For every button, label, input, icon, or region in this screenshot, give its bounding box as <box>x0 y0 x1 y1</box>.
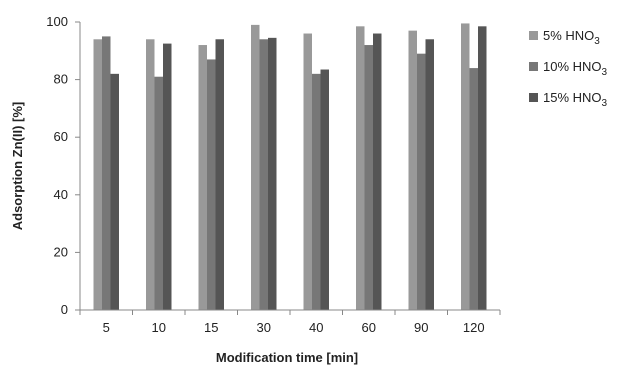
bar-5-series-2 <box>102 36 111 311</box>
legend-label-subscript: 3 <box>594 36 600 47</box>
x-axis: 5 10 15 30 40 60 90 120 <box>79 309 501 335</box>
legend-label: 10% HNO3 <box>543 59 608 78</box>
bar-5-series-1 <box>93 39 102 310</box>
bar-15-series-3 <box>215 39 224 310</box>
bar-90-series-3 <box>425 39 434 310</box>
bar-60-series-2 <box>364 45 373 310</box>
x-tick-label: 60 <box>362 320 376 335</box>
x-tick-label: 30 <box>257 320 271 335</box>
x-tick-label: 5 <box>103 320 110 335</box>
legend-swatch <box>529 93 538 102</box>
bar-15-series-2 <box>207 59 216 310</box>
legend-label: 5% HNO3 <box>543 28 600 47</box>
bar-60-series-1 <box>356 26 365 310</box>
x-tick-label: 40 <box>309 320 323 335</box>
x-tick-label: 120 <box>463 320 485 335</box>
bar-15-series-1 <box>198 45 207 310</box>
x-axis-title: Modification time [min] <box>216 350 358 365</box>
bar-120-series-2 <box>469 68 478 310</box>
bar-120-series-3 <box>478 26 487 310</box>
bar-10-series-3 <box>163 43 172 310</box>
legend-label-subscript: 3 <box>602 67 608 78</box>
bar-30-series-2 <box>259 39 268 310</box>
y-tick-label: 20 <box>54 244 68 259</box>
bar-90-series-2 <box>417 53 426 311</box>
bar-40-series-3 <box>320 69 329 311</box>
legend-label-subscript: 3 <box>602 98 608 109</box>
y-tick-label: 80 <box>54 72 68 87</box>
legend-swatch <box>529 62 538 71</box>
y-tick-label: 60 <box>54 129 68 144</box>
legend-label-text: 5% HNO <box>543 28 594 43</box>
bar-40-series-1 <box>303 33 312 311</box>
bars <box>93 23 487 311</box>
x-tick-label: 10 <box>152 320 166 335</box>
x-tick-label: 15 <box>204 320 218 335</box>
bar-120-series-1 <box>461 23 470 310</box>
y-tick-label: 40 <box>54 187 68 202</box>
bar-10-series-2 <box>154 76 163 310</box>
bar-10-series-1 <box>146 39 155 310</box>
x-tick-label: 90 <box>414 320 428 335</box>
bar-40-series-2 <box>312 73 321 310</box>
legend-label-text: 15% HNO <box>543 90 602 105</box>
bar-60-series-3 <box>373 33 382 311</box>
legend-swatch <box>529 31 538 40</box>
bar-90-series-1 <box>408 30 417 310</box>
y-axis: 0 20 40 60 80 100 <box>46 14 81 317</box>
y-tick-label: 0 <box>61 302 68 317</box>
legend-label-text: 10% HNO <box>543 59 602 74</box>
bar-30-series-3 <box>268 37 277 311</box>
bar-5-series-3 <box>110 73 119 310</box>
y-axis-title: Adsorption Zn(II) [%] <box>10 102 25 231</box>
y-tick-label: 100 <box>46 14 68 29</box>
bar-30-series-1 <box>251 24 260 310</box>
legend-label: 15% HNO3 <box>543 90 608 109</box>
